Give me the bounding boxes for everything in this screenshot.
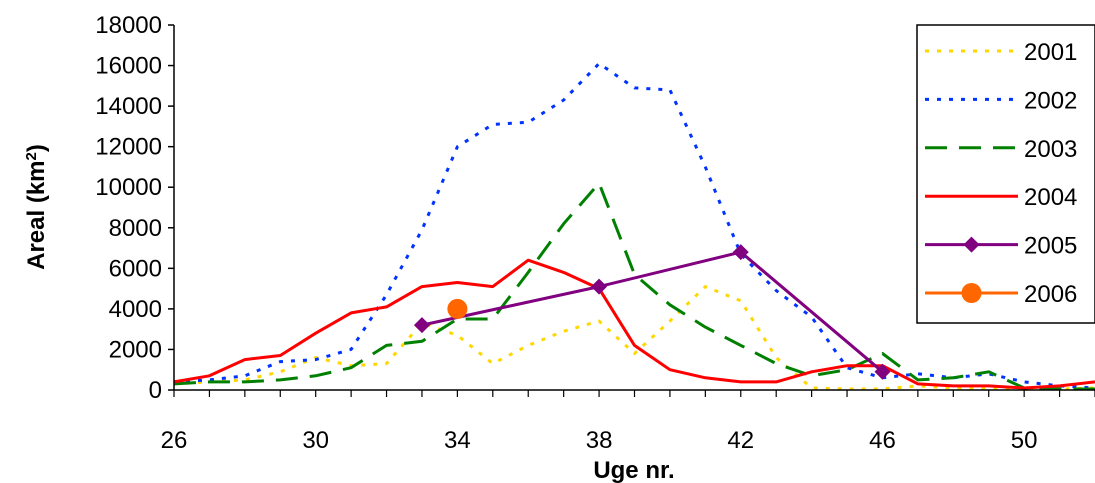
axes xyxy=(168,24,1095,397)
series-2005-line xyxy=(421,250,884,373)
y-tick-label: 16000 xyxy=(95,53,162,80)
legend: 2001 2002 2003 2004 2005 2006 xyxy=(916,24,1095,324)
y-tick-label: 14000 xyxy=(95,93,162,120)
series-2005-point xyxy=(591,278,608,295)
legend-label-2004: 2004 xyxy=(1024,184,1077,211)
x-tick-label: 26 xyxy=(161,427,188,454)
series-2004-line xyxy=(173,258,1095,390)
series-2006-point xyxy=(447,298,468,319)
legend-label-2006: 2006 xyxy=(1024,281,1077,308)
y-tick-label: 4000 xyxy=(109,296,162,323)
series-2005-point xyxy=(874,363,891,380)
y-tick-label: 6000 xyxy=(109,255,162,282)
y-axis-title: Areal (km2) xyxy=(23,144,51,270)
x-tick-label: 34 xyxy=(444,427,471,454)
legend-label-2002: 2002 xyxy=(1024,87,1077,114)
x-tick-label: 38 xyxy=(586,427,613,454)
x-tick-label: 30 xyxy=(302,427,329,454)
series-2005-point xyxy=(732,244,749,261)
legend-label-2001: 2001 xyxy=(1024,39,1077,66)
series-2002-line xyxy=(173,62,1095,390)
y-tick-label: 8000 xyxy=(109,215,162,242)
legend-box xyxy=(916,24,1095,324)
series-2001-line xyxy=(173,285,1095,391)
legend-label-2003: 2003 xyxy=(1024,136,1077,163)
plot-lines xyxy=(173,62,1095,391)
y-axis-title-close: ) xyxy=(23,144,50,152)
x-tick-label: 42 xyxy=(727,427,754,454)
y-tick-label: 2000 xyxy=(109,336,162,363)
y-tick-label: 12000 xyxy=(95,134,162,161)
legend-marker-2005 xyxy=(963,236,980,253)
series-2003-line xyxy=(173,181,1095,391)
legend-marker-2006 xyxy=(961,283,982,303)
y-axis-title-main: Areal (km xyxy=(23,160,50,269)
x-axis-title: Uge nr. xyxy=(593,457,674,483)
series-2005-point xyxy=(413,317,430,334)
x-tick-label: 50 xyxy=(1011,427,1038,454)
y-axis-title-superscript: 2 xyxy=(23,152,40,160)
y-tick-label: 10000 xyxy=(95,174,162,201)
x-tick-label: 46 xyxy=(869,427,896,454)
y-tick-label: 18000 xyxy=(95,12,162,39)
legend-label-2005: 2005 xyxy=(1024,233,1077,260)
tick-labels: 0 2000 4000 6000 8000 10000 12000 14000 16000 180… xyxy=(95,12,1037,454)
y-tick-label: 0 xyxy=(149,377,162,404)
